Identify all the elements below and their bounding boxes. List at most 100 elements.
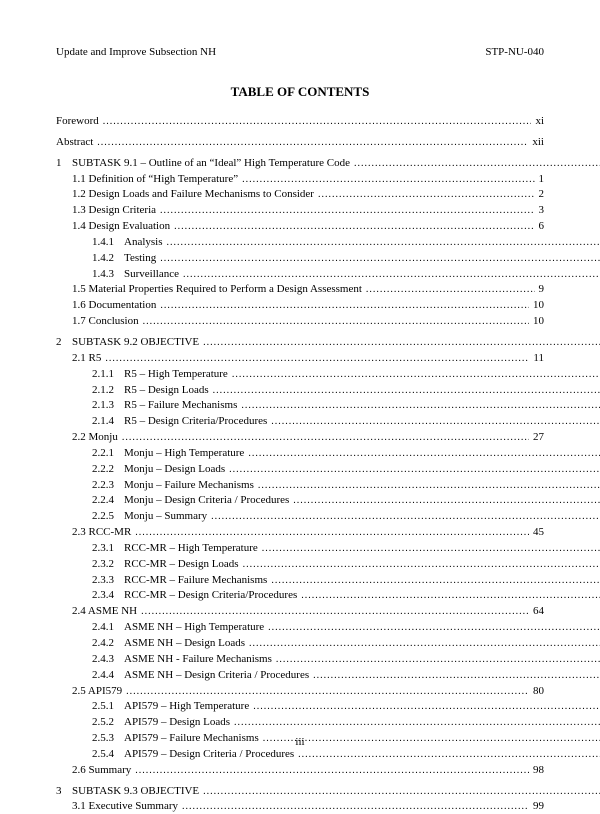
toc-subsection: 2.2.3Monju – Failure Mechanisms29 — [92, 478, 544, 493]
toc-entry-label: Monju – Failure Mechanisms — [124, 478, 254, 493]
toc-subsection-number: 2.1.4 — [92, 414, 124, 429]
toc-subsection: 2.5.1API579 – High Temperature81 — [92, 699, 544, 714]
toc-leader-dots — [141, 604, 529, 619]
toc-subsection-number: 2.2.3 — [92, 478, 124, 493]
toc-entry-label: Monju – High Temperature — [124, 446, 244, 461]
toc-chapter-number: 3 — [56, 784, 72, 799]
toc-leader-dots — [160, 298, 529, 313]
toc-leader-dots — [318, 187, 535, 202]
toc-entry-page: 45 — [533, 525, 544, 540]
toc-subsection: 2.4.2ASME NH – Design Loads66 — [92, 636, 544, 651]
toc-entry-label: SUBTASK 9.2 OBJECTIVE — [72, 335, 199, 350]
toc-subsection-number: 2.2.4 — [92, 493, 124, 508]
toc-entry-label: ASME NH – High Temperature — [124, 620, 264, 635]
toc-leader-dots — [135, 763, 529, 778]
page-header: Update and Improve Subsection NH STP-NU-… — [56, 46, 544, 58]
toc-leader-dots — [249, 636, 600, 651]
toc-subsection: 2.2.2Monju – Design Loads28 — [92, 462, 544, 477]
toc-entry-label: 2.4 ASME NH — [72, 604, 137, 619]
toc-entry-page: 9 — [539, 282, 545, 297]
toc-entry-page: 2 — [539, 187, 545, 202]
toc-leader-dots — [253, 699, 600, 714]
toc-leader-dots — [301, 588, 600, 603]
toc-subsection-number: 2.1.3 — [92, 398, 124, 413]
toc-subsection-number: 2.5.2 — [92, 715, 124, 730]
toc-leader-dots — [105, 351, 529, 366]
toc-leader-dots — [293, 493, 600, 508]
toc-entry: Abstractxii — [56, 135, 544, 150]
toc-entry-page: 11 — [533, 351, 544, 366]
toc-entry-label: Monju – Summary — [124, 509, 207, 524]
toc-entry-label: Analysis — [124, 235, 163, 250]
toc-subsection-number: 2.2.1 — [92, 446, 124, 461]
toc-entry-label: API579 – High Temperature — [124, 699, 249, 714]
toc-subsection-number: 2.5.4 — [92, 747, 124, 762]
toc-leader-dots — [126, 684, 529, 699]
toc-entry-label: 2.1 R5 — [72, 351, 101, 366]
toc-section: 2.4 ASME NH64 — [72, 604, 544, 619]
toc-entry-label: RCC-MR – Design Loads — [124, 557, 239, 572]
toc-subsection: 2.2.1Monju – High Temperature27 — [92, 446, 544, 461]
toc-chapter: 2SUBTASK 9.2 OBJECTIVE11 — [56, 335, 544, 350]
toc-chapter: 3SUBTASK 9.3 OBJECTIVE99 — [56, 784, 544, 799]
toc-leader-dots — [143, 314, 529, 329]
toc-entry-page: 27 — [533, 430, 544, 445]
toc-entry-label: RCC-MR – Failure Mechanisms — [124, 573, 267, 588]
toc-entry-page: 10 — [533, 314, 544, 329]
toc-leader-dots — [160, 203, 534, 218]
toc-entry-label: SUBTASK 9.1 – Outline of an “Ideal” High… — [72, 156, 350, 171]
page-number: iii — [0, 736, 600, 748]
toc-entry-label: Testing — [124, 251, 156, 266]
toc-entry-label: Foreword — [56, 114, 99, 129]
header-left: Update and Improve Subsection NH — [56, 46, 216, 58]
toc-title: TABLE OF CONTENTS — [56, 84, 544, 100]
toc-leader-dots — [313, 668, 600, 683]
toc-section: 2.6 Summary98 — [72, 763, 544, 778]
toc-entry-label: 2.2 Monju — [72, 430, 118, 445]
toc-section: 1.2 Design Loads and Failure Mechanisms … — [72, 187, 544, 202]
toc-subsection: 2.4.4ASME NH – Design Criteria / Procedu… — [92, 668, 544, 683]
toc-subsection: 1.4.3Surveillance9 — [92, 267, 544, 282]
toc-leader-dots — [203, 335, 600, 350]
toc-entry: Forewordxi — [56, 114, 544, 129]
toc-leader-dots — [271, 573, 600, 588]
toc-subsection: 2.1.2R5 – Design Loads12 — [92, 383, 544, 398]
toc-leader-dots — [122, 430, 529, 445]
toc-entry-label: Surveillance — [124, 267, 179, 282]
toc-section: 2.5 API57980 — [72, 684, 544, 699]
toc-section: 1.4 Design Evaluation6 — [72, 219, 544, 234]
toc-subsection: 2.2.5Monju – Summary30 — [92, 509, 544, 524]
toc-entry-label: R5 – Design Loads — [124, 383, 209, 398]
toc-chapter: 1SUBTASK 9.1 – Outline of an “Ideal” Hig… — [56, 156, 544, 171]
toc-entry-label: R5 – Design Criteria/Procedures — [124, 414, 267, 429]
toc-subsection-number: 2.4.4 — [92, 668, 124, 683]
toc-subsection-number: 2.5.1 — [92, 699, 124, 714]
toc-leader-dots — [167, 235, 600, 250]
toc-leader-dots — [103, 114, 532, 129]
toc-section: 1.5 Material Properties Required to Perf… — [72, 282, 544, 297]
toc-leader-dots — [234, 715, 600, 730]
toc-subsection: 2.5.2API579 – Design Loads81 — [92, 715, 544, 730]
toc-entry-label: R5 – High Temperature — [124, 367, 228, 382]
toc-subsection: 2.1.3R5 – Failure Mechanisms12 — [92, 398, 544, 413]
toc-entry-label: API579 – Design Criteria / Procedures — [124, 747, 294, 762]
toc-subsection-number: 2.2.5 — [92, 509, 124, 524]
toc-entry-label: 1.4 Design Evaluation — [72, 219, 170, 234]
toc-subsection: 2.3.1RCC-MR – High Temperature45 — [92, 541, 544, 556]
toc-subsection-number: 2.4.3 — [92, 652, 124, 667]
toc-subsection: 2.2.4Monju – Design Criteria / Procedure… — [92, 493, 544, 508]
toc-subsection: 1.4.2Testing8 — [92, 251, 544, 266]
toc-subsection: 2.1.1R5 – High Temperature12 — [92, 367, 544, 382]
toc-entry-page: 10 — [533, 298, 544, 313]
toc-leader-dots — [203, 784, 600, 799]
toc-leader-dots — [241, 398, 600, 413]
toc-entry-label: SUBTASK 9.3 OBJECTIVE — [72, 784, 199, 799]
toc-entry-label: 1.3 Design Criteria — [72, 203, 156, 218]
toc-entry-page: 3 — [539, 203, 545, 218]
toc-entry-page: 80 — [533, 684, 544, 699]
toc-subsection: 2.3.4RCC-MR – Design Criteria/Procedures… — [92, 588, 544, 603]
toc-leader-dots — [135, 525, 529, 540]
header-right: STP-NU-040 — [485, 46, 544, 58]
toc-subsection: 2.3.2RCC-MR – Design Loads46 — [92, 557, 544, 572]
toc-subsection-number: 2.2.2 — [92, 462, 124, 477]
